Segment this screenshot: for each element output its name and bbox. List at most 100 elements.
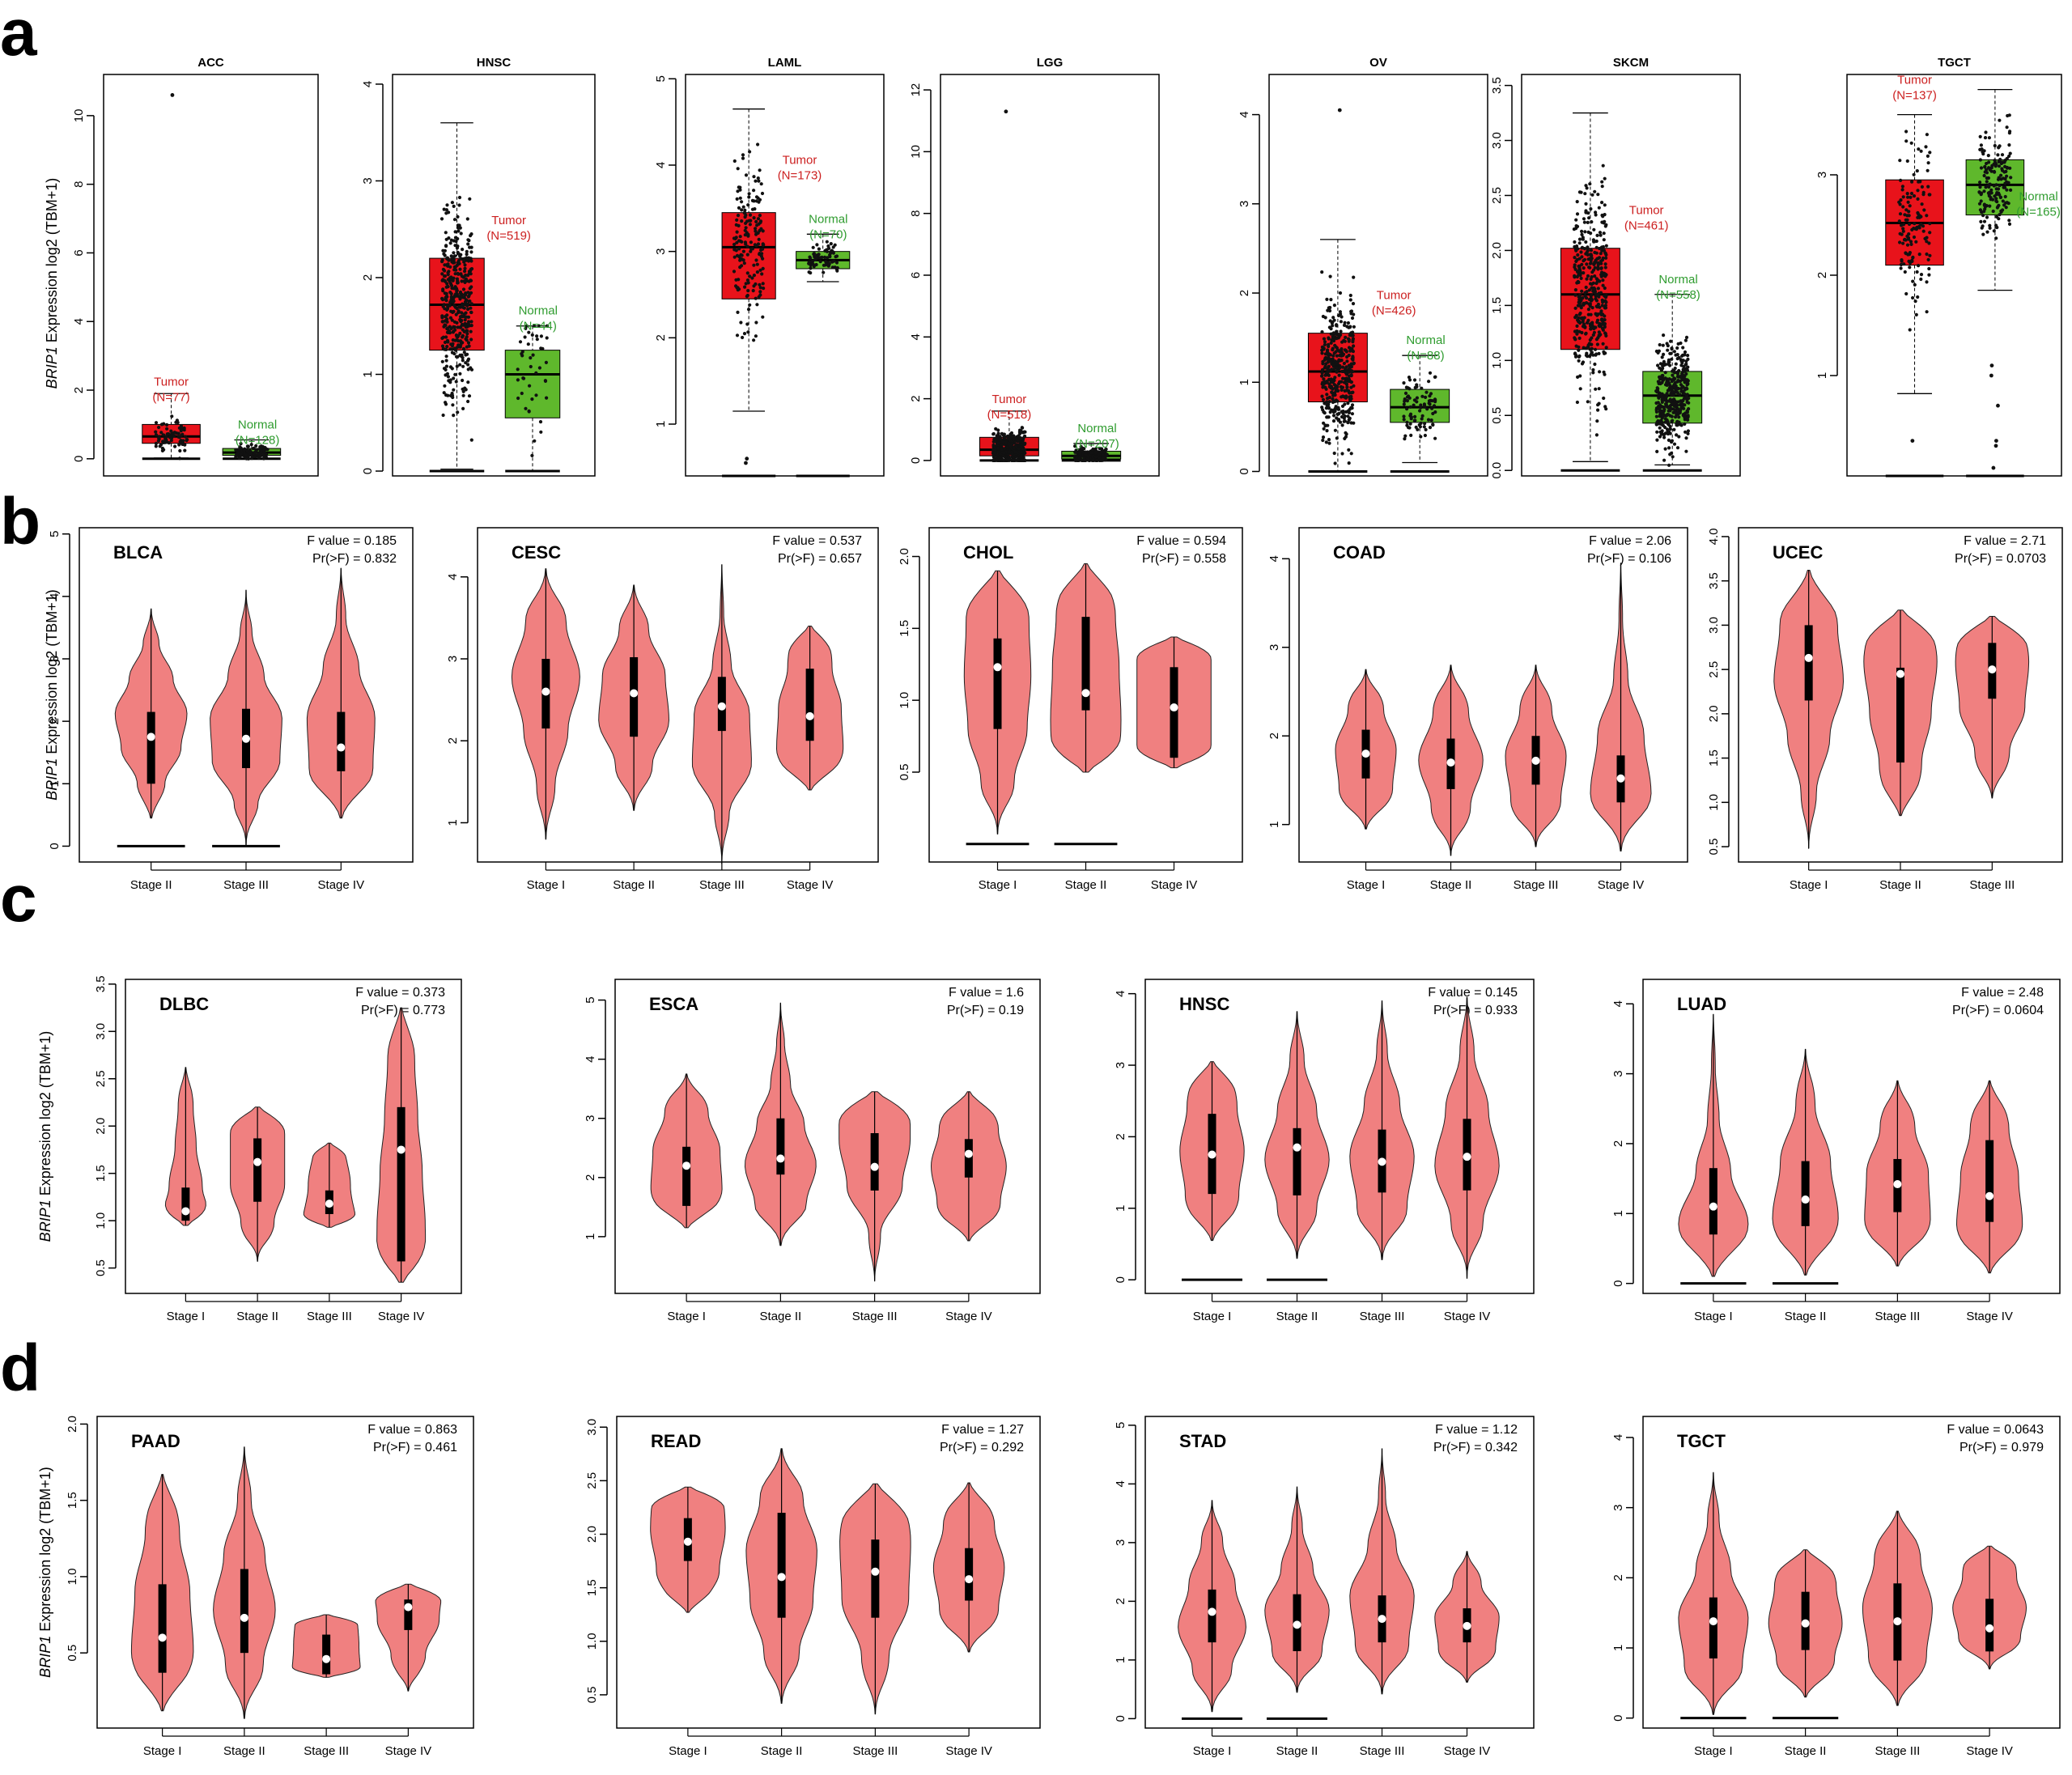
data-point	[1433, 410, 1437, 414]
f-value: F value = 0.537	[772, 534, 862, 548]
data-point	[1600, 304, 1604, 308]
normal-count: (N=128)	[236, 433, 280, 447]
iqr-bar	[253, 1138, 262, 1202]
y-tick-label: 3	[1114, 1539, 1127, 1546]
data-point	[735, 230, 739, 234]
f-value: F value = 2.71	[1964, 534, 2046, 548]
x-tick-label: Stage I	[167, 1310, 206, 1323]
data-point	[1345, 359, 1349, 363]
data-point	[466, 307, 470, 312]
data-point	[1897, 200, 1901, 204]
data-point	[1593, 274, 1597, 278]
x-tick-label: Stage III	[304, 1744, 349, 1758]
data-point	[458, 290, 463, 295]
data-point	[442, 252, 446, 256]
plot-frame	[103, 74, 319, 477]
y-tick-label: 1	[1611, 1210, 1625, 1217]
data-point	[460, 304, 464, 308]
data-point	[1604, 346, 1608, 350]
data-point	[1908, 265, 1912, 270]
data-point	[1925, 133, 1929, 137]
data-point	[1599, 312, 1603, 316]
data-point	[1685, 409, 1689, 413]
y-axis-title: BRIP1 Expression log2 (TBM+1)	[37, 1031, 53, 1242]
y-axis-title: BRIP1 Expression log2 (TBM+1)	[37, 1467, 53, 1678]
outlier-point	[1993, 444, 1998, 448]
x-tick-label: Stage II	[223, 1744, 265, 1758]
data-point	[452, 218, 457, 222]
data-point	[1682, 392, 1687, 396]
data-point	[2009, 176, 2013, 180]
data-point	[1599, 266, 1603, 270]
median-dot	[1896, 669, 1904, 678]
data-point	[1323, 411, 1327, 415]
normal-label: Normal	[1658, 273, 1697, 287]
data-point	[1577, 348, 1581, 352]
data-point	[461, 287, 466, 291]
data-point	[167, 441, 171, 445]
data-point	[1660, 412, 1664, 416]
data-point	[1577, 300, 1581, 304]
data-point	[1997, 176, 2001, 180]
data-point	[1094, 458, 1098, 463]
data-point	[1594, 293, 1599, 297]
median-dot	[777, 1573, 786, 1582]
data-point	[1591, 371, 1595, 375]
data-point	[237, 456, 241, 461]
data-point	[1402, 381, 1406, 385]
data-point	[448, 380, 452, 384]
data-point	[1658, 435, 1662, 439]
data-point	[1331, 324, 1335, 328]
y-tick-label: 3	[1238, 201, 1251, 207]
x-tick-label: Stage II	[1785, 1744, 1827, 1758]
data-point	[812, 252, 817, 256]
data-point	[253, 451, 257, 455]
data-point	[446, 278, 450, 282]
data-point	[1577, 264, 1581, 268]
data-point	[1904, 130, 1909, 134]
data-point	[1589, 248, 1593, 253]
data-point	[807, 260, 811, 265]
y-tick-label: 2	[446, 737, 460, 744]
median-dot	[1985, 1624, 1994, 1633]
data-point	[1326, 423, 1330, 427]
data-point	[1352, 275, 1356, 279]
data-point	[469, 306, 473, 310]
data-point	[469, 324, 473, 328]
data-point	[1320, 345, 1324, 349]
data-point	[1588, 182, 1592, 186]
data-point	[739, 321, 743, 325]
data-point	[1580, 229, 1584, 233]
data-point	[761, 282, 765, 286]
data-point	[1926, 257, 1930, 261]
data-point	[752, 216, 756, 220]
data-point	[1412, 378, 1417, 382]
data-point	[1347, 461, 1351, 465]
data-point	[741, 335, 745, 340]
p-value: Pr(>F) = 0.558	[1142, 552, 1226, 566]
violin-stage-i: Stage I	[650, 1073, 723, 1323]
data-point	[1658, 426, 1662, 430]
y-tick-label: 2	[909, 395, 923, 401]
data-point	[1907, 210, 1911, 214]
data-point	[1576, 375, 1580, 379]
tumor-label: Tumor	[1377, 289, 1412, 303]
data-point	[1089, 451, 1093, 455]
y-tick-label: 4	[909, 333, 923, 340]
data-point	[1985, 230, 1989, 234]
data-point	[2008, 130, 2012, 134]
data-point	[758, 293, 762, 297]
normal-count: (N=70)	[809, 227, 847, 241]
data-point	[1982, 173, 1986, 178]
data-point	[1920, 202, 1924, 206]
data-point	[1424, 390, 1429, 394]
data-point	[1596, 257, 1600, 261]
data-point	[1348, 325, 1352, 329]
data-point	[1580, 246, 1584, 250]
data-point	[1603, 331, 1607, 335]
data-point	[1340, 423, 1344, 427]
data-point	[1908, 328, 1912, 332]
